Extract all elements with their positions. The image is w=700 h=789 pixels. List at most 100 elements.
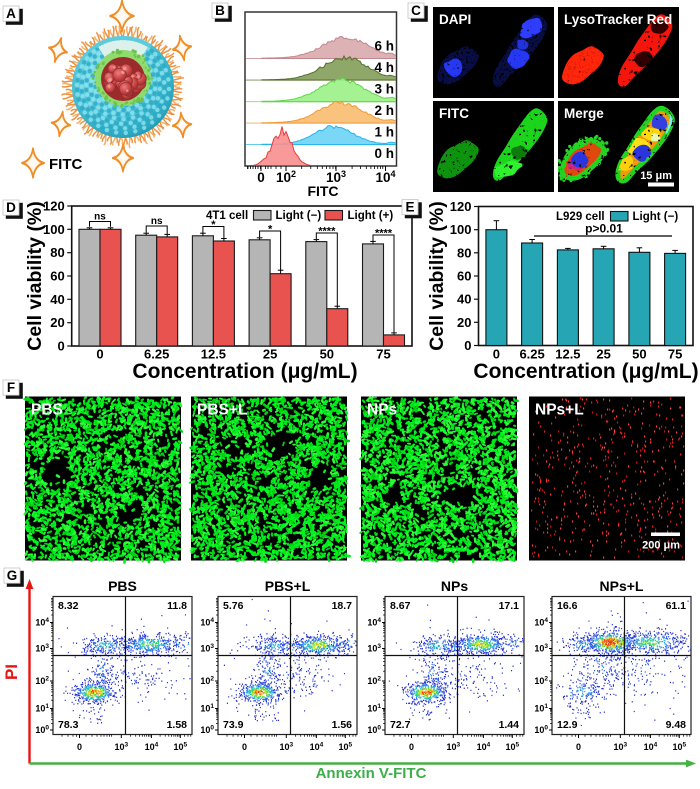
svg-text:120: 120 — [43, 199, 65, 214]
svg-text:1.56: 1.56 — [332, 719, 353, 731]
svg-text:104: 104 — [367, 617, 381, 627]
svg-text:40: 40 — [457, 292, 471, 307]
svg-text:0: 0 — [493, 347, 500, 362]
svg-text:73.9: 73.9 — [223, 719, 244, 731]
svg-text:0: 0 — [96, 347, 103, 362]
svg-text:C: C — [411, 3, 421, 18]
svg-text:103: 103 — [446, 742, 460, 752]
svg-text:G: G — [7, 568, 18, 583]
svg-text:12.9: 12.9 — [557, 719, 578, 731]
svg-text:*: * — [211, 219, 216, 231]
svg-text:25: 25 — [596, 347, 610, 362]
svg-text:102: 102 — [35, 676, 49, 686]
svg-text:104: 104 — [534, 617, 548, 627]
svg-text:Light (−): Light (−) — [276, 210, 322, 222]
svg-text:103: 103 — [114, 742, 128, 752]
svg-text:50: 50 — [632, 347, 646, 362]
svg-text:17.1: 17.1 — [499, 600, 520, 612]
svg-text:75: 75 — [668, 347, 682, 362]
svg-text:105: 105 — [505, 742, 519, 752]
svg-text:101: 101 — [534, 703, 548, 713]
svg-text:3 h: 3 h — [374, 82, 394, 97]
svg-text:50: 50 — [320, 347, 334, 362]
svg-text:80: 80 — [457, 245, 471, 260]
svg-text:D: D — [6, 200, 16, 215]
svg-text:Concentration (μg/mL): Concentration (μg/mL) — [132, 360, 357, 383]
svg-text:FITC: FITC — [439, 106, 469, 121]
svg-text:6.25: 6.25 — [519, 347, 544, 362]
svg-text:100: 100 — [200, 725, 214, 735]
svg-text:FITC: FITC — [307, 183, 338, 199]
svg-text:NPs: NPs — [441, 578, 468, 594]
svg-text:Concentration (μg/mL): Concentration (μg/mL) — [473, 360, 698, 383]
svg-text:104: 104 — [200, 617, 214, 627]
svg-text:103: 103 — [534, 643, 548, 653]
svg-text:*: * — [268, 224, 273, 236]
svg-text:F: F — [7, 380, 15, 395]
svg-text:102: 102 — [534, 676, 548, 686]
svg-text:Cell viability (%): Cell viability (%) — [24, 201, 46, 351]
svg-text:105: 105 — [173, 742, 187, 752]
svg-text:****: **** — [318, 226, 336, 238]
svg-text:Light (−): Light (−) — [633, 211, 679, 223]
svg-text:103: 103 — [326, 169, 346, 185]
svg-text:PBS+L: PBS+L — [265, 578, 311, 594]
svg-text:4T1 cell: 4T1 cell — [206, 210, 248, 222]
svg-text:A: A — [6, 6, 16, 21]
svg-text:100: 100 — [450, 222, 472, 237]
svg-text:6.25: 6.25 — [144, 347, 169, 362]
svg-text:NPs: NPs — [367, 402, 397, 419]
svg-text:100: 100 — [43, 222, 65, 237]
svg-text:1 h: 1 h — [374, 125, 394, 140]
svg-text:100: 100 — [367, 725, 381, 735]
svg-text:101: 101 — [367, 703, 381, 713]
svg-text:104: 104 — [477, 742, 491, 752]
svg-text:120: 120 — [450, 199, 472, 214]
svg-text:16.6: 16.6 — [557, 600, 578, 612]
svg-text:1.58: 1.58 — [167, 719, 188, 731]
svg-text:104: 104 — [310, 742, 324, 752]
svg-text:0: 0 — [464, 338, 471, 353]
svg-text:PI: PI — [2, 664, 21, 680]
svg-text:103: 103 — [613, 742, 627, 752]
svg-text:80: 80 — [50, 245, 64, 260]
svg-text:60: 60 — [50, 269, 64, 284]
svg-text:4 h: 4 h — [374, 60, 394, 75]
svg-text:20: 20 — [50, 315, 64, 330]
svg-text:18.7: 18.7 — [332, 600, 353, 612]
svg-text:B: B — [215, 3, 225, 18]
svg-text:0: 0 — [576, 742, 581, 752]
svg-text:Merge: Merge — [564, 106, 604, 121]
svg-text:15 μm: 15 μm — [640, 170, 672, 182]
svg-text:0: 0 — [242, 742, 247, 752]
svg-text:ns: ns — [151, 216, 163, 227]
svg-text:105: 105 — [338, 742, 352, 752]
svg-text:72.7: 72.7 — [390, 719, 411, 731]
svg-text:0 h: 0 h — [374, 146, 394, 161]
svg-text:FITC: FITC — [49, 156, 82, 173]
svg-text:40: 40 — [50, 292, 64, 307]
svg-text:104: 104 — [35, 617, 49, 627]
svg-text:8.67: 8.67 — [390, 600, 411, 612]
svg-text:12.5: 12.5 — [555, 347, 580, 362]
svg-text:1.44: 1.44 — [499, 719, 520, 731]
svg-text:0: 0 — [77, 742, 82, 752]
svg-text:61.1: 61.1 — [666, 600, 687, 612]
svg-text:101: 101 — [200, 703, 214, 713]
svg-text:25: 25 — [263, 347, 277, 362]
svg-text:20: 20 — [457, 315, 471, 330]
svg-text:0: 0 — [409, 742, 414, 752]
svg-text:102: 102 — [276, 169, 296, 185]
svg-text:0: 0 — [57, 339, 64, 354]
svg-text:PBS: PBS — [108, 578, 137, 594]
svg-text:103: 103 — [35, 643, 49, 653]
svg-text:103: 103 — [279, 742, 293, 752]
svg-text:100: 100 — [35, 725, 49, 735]
svg-text:100: 100 — [534, 725, 548, 735]
svg-text:104: 104 — [145, 742, 159, 752]
svg-text:11.8: 11.8 — [167, 600, 187, 612]
svg-text:9.48: 9.48 — [666, 719, 687, 731]
svg-text:Light (+): Light (+) — [348, 210, 394, 222]
svg-text:PBS+L: PBS+L — [197, 402, 247, 419]
svg-text:103: 103 — [367, 643, 381, 653]
